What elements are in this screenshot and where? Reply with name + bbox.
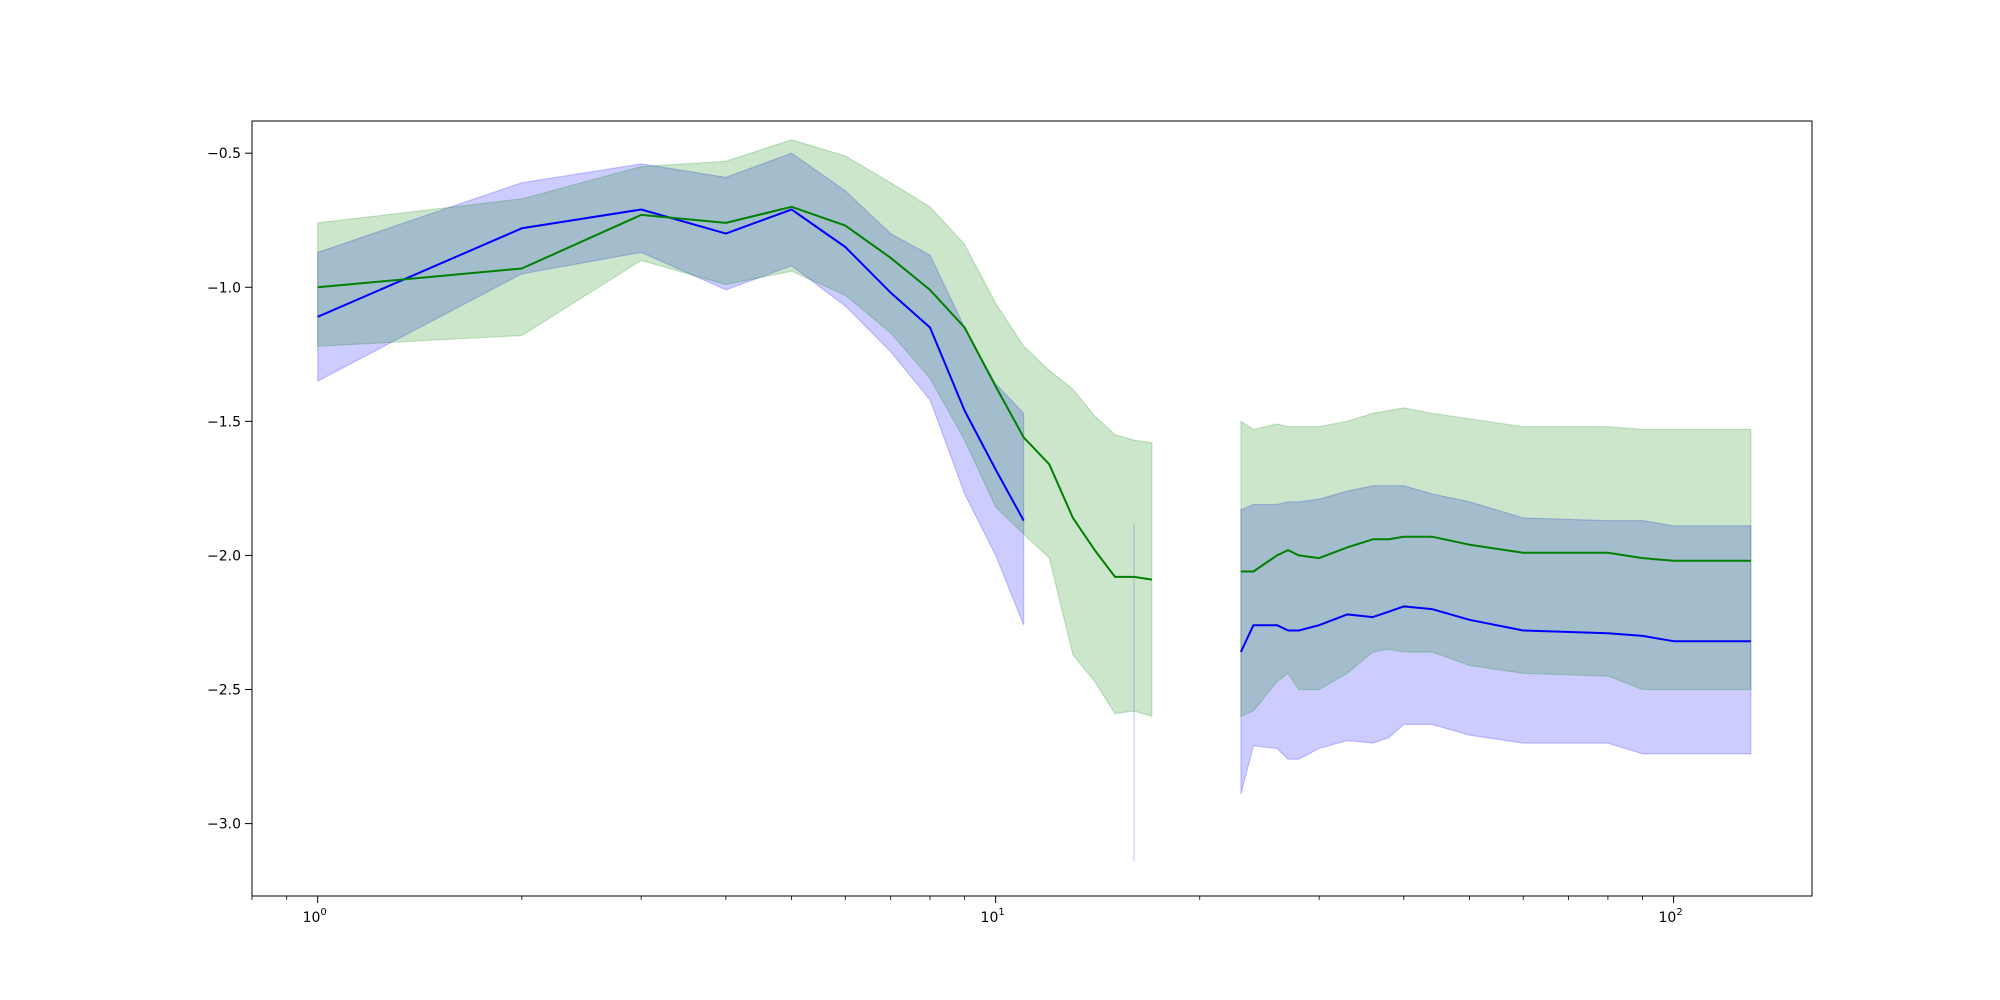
series-0-line-2 [1239, 605, 1751, 653]
y-tick-label: −2.5 [207, 683, 241, 699]
series-1-line-1 [1240, 535, 1751, 573]
y-tick-label: −1.5 [207, 414, 241, 430]
plot-frame [251, 120, 1813, 897]
x-tick-label: 102 [1659, 907, 1683, 926]
series-1-band-0 [317, 139, 1153, 718]
y-tick-label: −0.5 [207, 146, 241, 162]
series-0-line-0 [317, 208, 1025, 522]
x-axis: 100 101 102 [251, 896, 1683, 926]
y-tick-label: −2.0 [207, 548, 241, 564]
y-tick-label: −3.0 [207, 817, 241, 833]
x-tick-label: 100 [303, 907, 327, 926]
series-1-band-1 [1240, 407, 1752, 718]
series-0-band-2 [1240, 485, 1752, 795]
series-lines [317, 205, 1751, 653]
y-tick-label: −1.0 [207, 280, 241, 296]
series-1-line-0 [317, 205, 1153, 581]
y-axis: −0.5 −1.0 −1.5 −2.0 −2.5 −3.0 [207, 146, 252, 833]
x-tick-label: 101 [981, 907, 1005, 926]
confidence-bands [317, 139, 1752, 862]
